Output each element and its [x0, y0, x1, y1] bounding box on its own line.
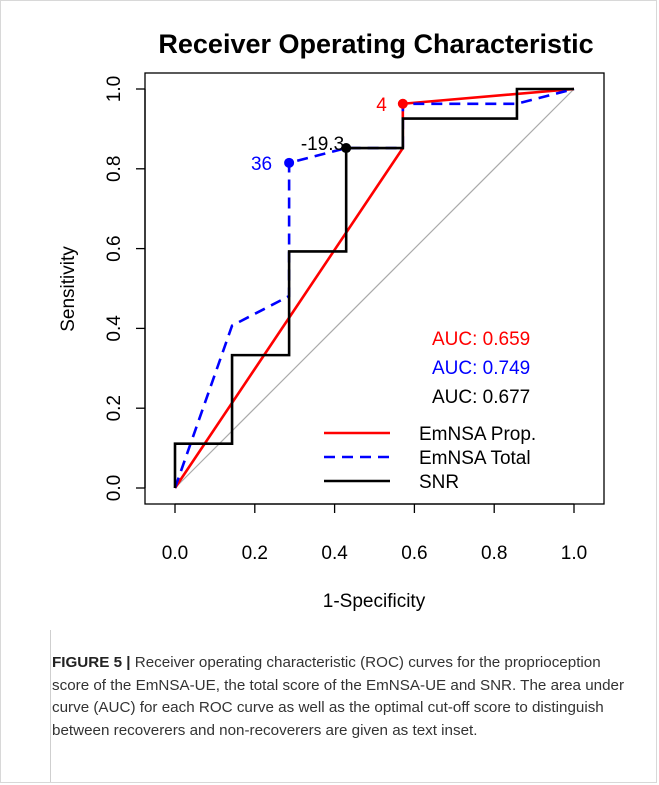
x-axis-label: 1-Specificity	[323, 591, 426, 612]
auc-labels-layer: AUC: 0.659 AUC: 0.749 AUC: 0.677	[432, 329, 530, 408]
figure-caption: FIGURE 5 | Receiver operating characteri…	[52, 652, 642, 742]
y-tick-label: 0.4	[104, 315, 125, 342]
optimal-point-label: -19.3	[301, 134, 344, 155]
optimal-point	[284, 157, 295, 168]
diagonal-reference-layer	[174, 88, 575, 489]
caption-side-rule	[50, 630, 51, 782]
y-tick-label: 0.8	[104, 156, 125, 182]
auc-label: AUC: 0.659	[432, 329, 530, 350]
optimal-points-layer: 4 36 -19.3	[251, 95, 408, 175]
auc-label: AUC: 0.677	[432, 387, 530, 408]
figure-caption-text: Receiver operating characteristic (ROC) …	[52, 654, 625, 739]
y-tick-label: 1.0	[104, 76, 125, 102]
axes-layer: 0.0 0.2 0.4 0.6 0.8 1.0 0.0 0.2 0.4 0.6 0.8 1.0	[104, 76, 587, 564]
x-tick-label: 0.6	[401, 543, 427, 564]
optimal-point-label: 36	[251, 154, 272, 175]
legend: EmNSA Prop. EmNSA Total SNR	[324, 424, 536, 493]
x-tick-label: 0.4	[321, 543, 348, 564]
optimal-point-label: 4	[376, 95, 387, 116]
legend-label: EmNSA Total	[419, 448, 531, 469]
diagonal-reference-line	[174, 88, 575, 489]
legend-label: EmNSA Prop.	[419, 424, 536, 445]
y-axis-label: Sensitivity	[58, 246, 79, 332]
optimal-point	[341, 143, 352, 154]
optimal-point	[397, 98, 408, 109]
y-tick-label: 0.0	[104, 475, 125, 501]
x-tick-label: 0.8	[481, 543, 507, 564]
auc-label: AUC: 0.749	[432, 358, 530, 379]
x-tick-label: 0.2	[242, 543, 268, 564]
roc-chart: Receiver Operating Characteristic 0.0 0.2…	[58, 29, 605, 612]
y-tick-label: 0.6	[104, 235, 125, 261]
legend-label: SNR	[419, 472, 459, 493]
series-layer	[173, 87, 575, 489]
chart-title: Receiver Operating Characteristic	[158, 29, 593, 59]
y-tick-label: 0.2	[104, 395, 125, 421]
figure-caption-label: FIGURE 5 |	[52, 654, 131, 671]
series-line	[173, 87, 574, 488]
x-tick-label: 1.0	[561, 543, 587, 564]
x-tick-label: 0.0	[162, 543, 188, 564]
